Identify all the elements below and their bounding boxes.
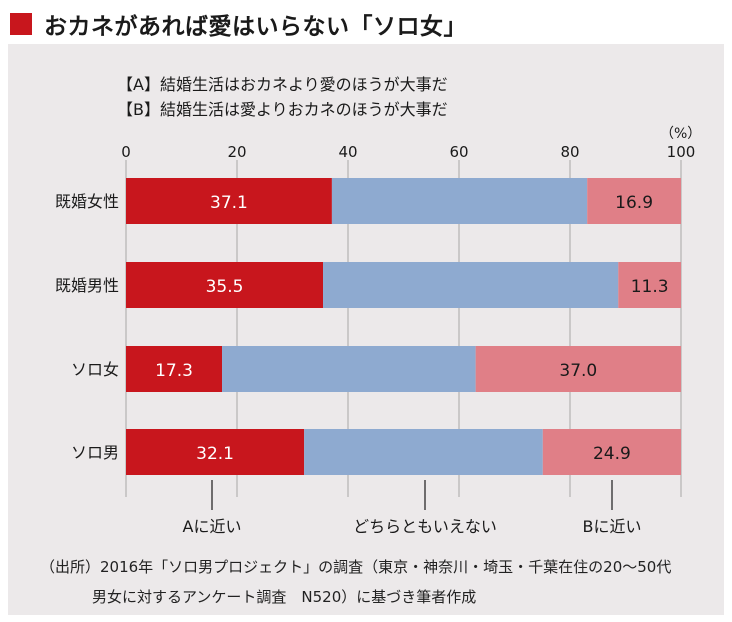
category-label: ソロ男 (71, 443, 119, 462)
data-label-a: 37.1 (210, 193, 248, 213)
data-label-a: 17.3 (155, 361, 193, 381)
bottom-label: Aに近い (183, 517, 242, 536)
title-marker (10, 13, 32, 35)
bar-segment-middle (304, 429, 543, 475)
bar-segment-a (126, 346, 223, 392)
bar-segment-a (126, 178, 332, 224)
legend-b: 【B】結婚生活は愛よりおカネのほうが大事だ (117, 100, 448, 119)
legend-a: 【A】結婚生活はおカネより愛のほうが大事だ (117, 75, 448, 94)
data-label-b: 24.9 (593, 444, 631, 464)
x-tick-label: 60 (449, 143, 468, 161)
x-tick-label: 80 (560, 143, 579, 161)
bottom-label: Bに近い (583, 517, 642, 536)
bar-segment-b (542, 429, 681, 475)
data-label-b: 11.3 (631, 277, 669, 297)
category-label: 既婚男性 (55, 276, 119, 295)
data-label-a: 35.5 (206, 277, 244, 297)
bar-segment-b (587, 178, 681, 224)
x-tick-label: 40 (338, 143, 357, 161)
bar-segment-b (618, 262, 681, 308)
data-label-a: 32.1 (196, 444, 234, 464)
chart-title: おカネがあれば愛はいらない「ソロ女」 (44, 14, 467, 40)
bar-segment-b (475, 346, 681, 392)
category-label: 既婚女性 (55, 192, 119, 211)
bar-segment-a (126, 429, 305, 475)
bottom-label: どちらともいえない (353, 517, 497, 536)
bar-segment-a (126, 262, 324, 308)
category-label: ソロ女 (71, 360, 119, 379)
source-line-1: （出所）2016年「ソロ男プロジェクト」の調査（東京・神奈川・埼玉・千葉在住の2… (40, 558, 672, 576)
data-label-b: 37.0 (559, 361, 597, 381)
data-label-b: 16.9 (615, 193, 653, 213)
x-tick-label: 100 (667, 143, 696, 161)
x-tick-label: 0 (121, 143, 131, 161)
chart-panel (8, 44, 724, 615)
x-tick-label: 20 (227, 143, 246, 161)
source-line-2: 男女に対するアンケート調査 N520）に基づき筆者作成 (92, 588, 477, 606)
bar-segment-middle (331, 178, 588, 224)
unit-label: （%） (660, 126, 702, 142)
bar-segment-middle (222, 346, 476, 392)
bar-segment-middle (323, 262, 619, 308)
title-row: おカネがあれば愛はいらない「ソロ女」 (10, 6, 467, 42)
